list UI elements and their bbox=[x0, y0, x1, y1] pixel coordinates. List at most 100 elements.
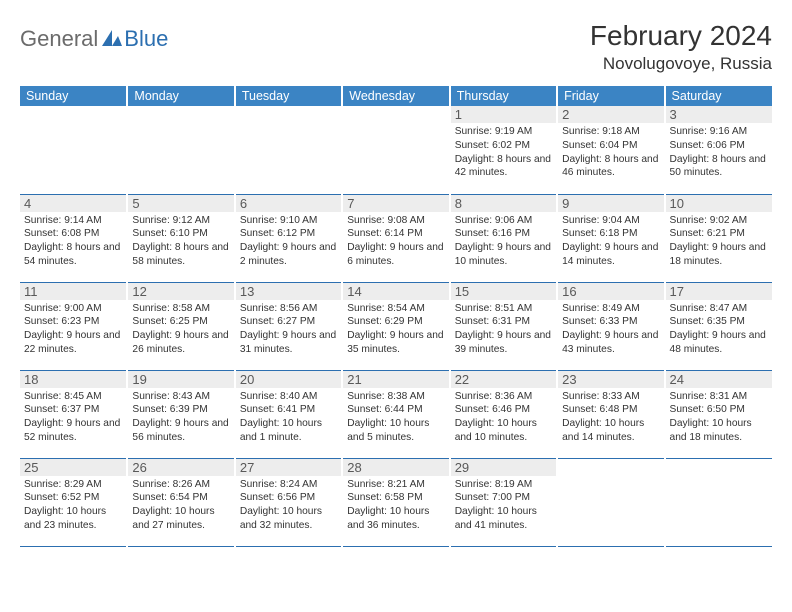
sunrise-text: Sunrise: 8:49 AM bbox=[562, 302, 659, 316]
day-details: Sunrise: 9:18 AMSunset: 6:04 PMDaylight:… bbox=[562, 125, 659, 180]
day-details: Sunrise: 9:08 AMSunset: 6:14 PMDaylight:… bbox=[347, 214, 444, 269]
sunset-text: Sunset: 6:58 PM bbox=[347, 491, 444, 505]
day-number: 16 bbox=[558, 283, 663, 300]
daylight-text: Daylight: 9 hours and 56 minutes. bbox=[132, 417, 229, 445]
day-number: 11 bbox=[20, 283, 126, 300]
calendar-cell: 20Sunrise: 8:40 AMSunset: 6:41 PMDayligh… bbox=[235, 370, 342, 458]
sunset-text: Sunset: 6:54 PM bbox=[132, 491, 229, 505]
calendar-cell: 7 Sunrise: 9:08 AMSunset: 6:14 PMDaylight… bbox=[342, 194, 449, 282]
calendar-row: 1Sunrise: 9:19 AMSunset: 6:02 PMDaylight… bbox=[20, 106, 772, 194]
daylight-text: Daylight: 8 hours and 50 minutes. bbox=[670, 153, 768, 181]
day-details: Sunrise: 8:58 AMSunset: 6:25 PMDaylight:… bbox=[132, 302, 229, 357]
day-number: 7 bbox=[343, 195, 448, 212]
sunset-text: Sunset: 6:44 PM bbox=[347, 403, 444, 417]
calendar-cell: 18Sunrise: 8:45 AMSunset: 6:37 PMDayligh… bbox=[20, 370, 127, 458]
day-number: 27 bbox=[236, 459, 341, 476]
calendar-cell bbox=[235, 106, 342, 194]
calendar-cell: 14Sunrise: 8:54 AMSunset: 6:29 PMDayligh… bbox=[342, 282, 449, 370]
sunset-text: Sunset: 6:41 PM bbox=[240, 403, 337, 417]
daylight-text: Daylight: 10 hours and 18 minutes. bbox=[670, 417, 768, 445]
calendar-cell: 13Sunrise: 8:56 AMSunset: 6:27 PMDayligh… bbox=[235, 282, 342, 370]
calendar-cell: 25Sunrise: 8:29 AMSunset: 6:52 PMDayligh… bbox=[20, 458, 127, 546]
sunrise-text: Sunrise: 8:19 AM bbox=[455, 478, 552, 492]
sunrise-text: Sunrise: 8:45 AM bbox=[24, 390, 122, 404]
calendar-cell bbox=[557, 458, 664, 546]
day-number: 5 bbox=[128, 195, 233, 212]
calendar-row: 11Sunrise: 9:00 AMSunset: 6:23 PMDayligh… bbox=[20, 282, 772, 370]
calendar-cell: 1Sunrise: 9:19 AMSunset: 6:02 PMDaylight… bbox=[450, 106, 557, 194]
sunrise-text: Sunrise: 9:19 AM bbox=[455, 125, 552, 139]
logo-text-blue: Blue bbox=[124, 26, 168, 52]
sunset-text: Sunset: 6:48 PM bbox=[562, 403, 659, 417]
day-details: Sunrise: 9:12 AMSunset: 6:10 PMDaylight:… bbox=[132, 214, 229, 269]
daylight-text: Daylight: 10 hours and 1 minute. bbox=[240, 417, 337, 445]
logo: General Blue bbox=[20, 26, 168, 52]
weekday-header: Sunday bbox=[20, 86, 127, 106]
day-details: Sunrise: 8:38 AMSunset: 6:44 PMDaylight:… bbox=[347, 390, 444, 445]
sunset-text: Sunset: 6:23 PM bbox=[24, 315, 122, 329]
calendar-cell: 16Sunrise: 8:49 AMSunset: 6:33 PMDayligh… bbox=[557, 282, 664, 370]
calendar-cell: 10Sunrise: 9:02 AMSunset: 6:21 PMDayligh… bbox=[665, 194, 772, 282]
calendar-cell: 19Sunrise: 8:43 AMSunset: 6:39 PMDayligh… bbox=[127, 370, 234, 458]
sunset-text: Sunset: 6:18 PM bbox=[562, 227, 659, 241]
sunrise-text: Sunrise: 8:56 AM bbox=[240, 302, 337, 316]
day-details: Sunrise: 8:19 AMSunset: 7:00 PMDaylight:… bbox=[455, 478, 552, 533]
daylight-text: Daylight: 9 hours and 18 minutes. bbox=[670, 241, 768, 269]
sunset-text: Sunset: 6:12 PM bbox=[240, 227, 337, 241]
sunset-text: Sunset: 6:37 PM bbox=[24, 403, 122, 417]
day-details: Sunrise: 9:02 AMSunset: 6:21 PMDaylight:… bbox=[670, 214, 768, 269]
day-number: 12 bbox=[128, 283, 233, 300]
sunrise-text: Sunrise: 9:02 AM bbox=[670, 214, 768, 228]
day-details: Sunrise: 9:04 AMSunset: 6:18 PMDaylight:… bbox=[562, 214, 659, 269]
weekday-header: Friday bbox=[557, 86, 664, 106]
sunrise-text: Sunrise: 9:18 AM bbox=[562, 125, 659, 139]
day-number: 28 bbox=[343, 459, 448, 476]
weekday-header: Wednesday bbox=[342, 86, 449, 106]
day-number: 8 bbox=[451, 195, 556, 212]
day-number: 9 bbox=[558, 195, 663, 212]
sunrise-text: Sunrise: 8:54 AM bbox=[347, 302, 444, 316]
day-details: Sunrise: 8:24 AMSunset: 6:56 PMDaylight:… bbox=[240, 478, 337, 533]
sunset-text: Sunset: 6:14 PM bbox=[347, 227, 444, 241]
sunset-text: Sunset: 6:06 PM bbox=[670, 139, 768, 153]
sunrise-text: Sunrise: 8:51 AM bbox=[455, 302, 552, 316]
sunset-text: Sunset: 6:02 PM bbox=[455, 139, 552, 153]
day-number: 29 bbox=[451, 459, 556, 476]
sunrise-text: Sunrise: 8:21 AM bbox=[347, 478, 444, 492]
daylight-text: Daylight: 9 hours and 14 minutes. bbox=[562, 241, 659, 269]
day-number: 2 bbox=[558, 106, 663, 123]
daylight-text: Daylight: 9 hours and 6 minutes. bbox=[347, 241, 444, 269]
weekday-header: Saturday bbox=[665, 86, 772, 106]
calendar-cell: 5 Sunrise: 9:12 AMSunset: 6:10 PMDaylight… bbox=[127, 194, 234, 282]
location: Novolugovoye, Russia bbox=[590, 54, 772, 74]
daylight-text: Daylight: 10 hours and 23 minutes. bbox=[24, 505, 122, 533]
calendar-cell: 22Sunrise: 8:36 AMSunset: 6:46 PMDayligh… bbox=[450, 370, 557, 458]
sunrise-text: Sunrise: 9:14 AM bbox=[24, 214, 122, 228]
day-number: 19 bbox=[128, 371, 233, 388]
sunset-text: Sunset: 6:10 PM bbox=[132, 227, 229, 241]
calendar-cell bbox=[342, 106, 449, 194]
daylight-text: Daylight: 9 hours and 26 minutes. bbox=[132, 329, 229, 357]
sunrise-text: Sunrise: 8:24 AM bbox=[240, 478, 337, 492]
sunrise-text: Sunrise: 8:38 AM bbox=[347, 390, 444, 404]
calendar-cell: 28 Sunrise: 8:21 AMSunset: 6:58 PMDayligh… bbox=[342, 458, 449, 546]
sunset-text: Sunset: 6:04 PM bbox=[562, 139, 659, 153]
day-number: 23 bbox=[558, 371, 663, 388]
sunrise-text: Sunrise: 8:26 AM bbox=[132, 478, 229, 492]
day-number: 6 bbox=[236, 195, 341, 212]
calendar-cell: 29 Sunrise: 8:19 AMSunset: 7:00 PMDayligh… bbox=[450, 458, 557, 546]
daylight-text: Daylight: 10 hours and 36 minutes. bbox=[347, 505, 444, 533]
day-details: Sunrise: 8:54 AMSunset: 6:29 PMDaylight:… bbox=[347, 302, 444, 357]
daylight-text: Daylight: 10 hours and 5 minutes. bbox=[347, 417, 444, 445]
day-number: 13 bbox=[236, 283, 341, 300]
logo-triangle-icon bbox=[102, 30, 122, 51]
weekday-header: Tuesday bbox=[235, 86, 342, 106]
daylight-text: Daylight: 10 hours and 27 minutes. bbox=[132, 505, 229, 533]
sunrise-text: Sunrise: 8:33 AM bbox=[562, 390, 659, 404]
sunrise-text: Sunrise: 9:06 AM bbox=[455, 214, 552, 228]
calendar-cell bbox=[127, 106, 234, 194]
day-details: Sunrise: 8:29 AMSunset: 6:52 PMDaylight:… bbox=[24, 478, 122, 533]
sunset-text: Sunset: 6:35 PM bbox=[670, 315, 768, 329]
day-details: Sunrise: 8:21 AMSunset: 6:58 PMDaylight:… bbox=[347, 478, 444, 533]
day-details: Sunrise: 8:31 AMSunset: 6:50 PMDaylight:… bbox=[670, 390, 768, 445]
